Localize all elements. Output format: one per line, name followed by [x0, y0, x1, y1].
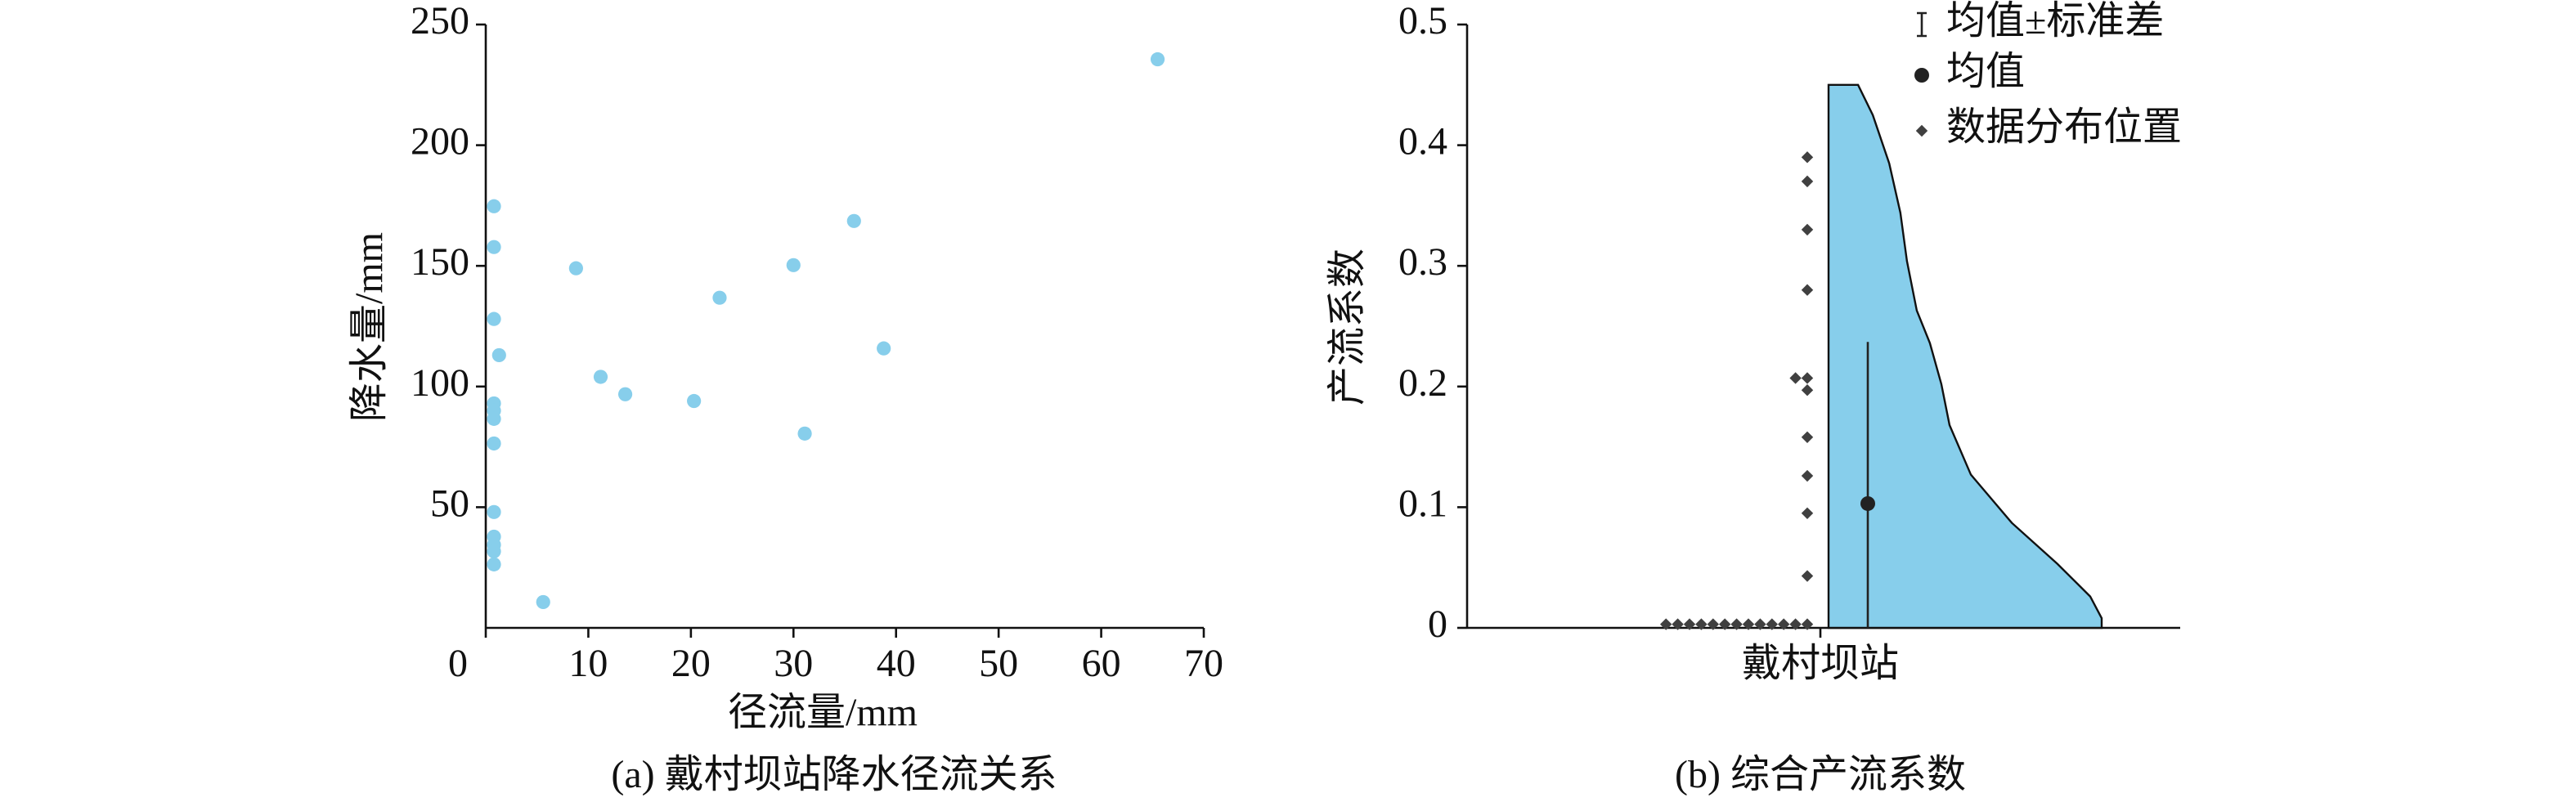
point: [491, 347, 506, 363]
data-point: [1672, 618, 1684, 630]
point: [797, 426, 812, 441]
point: [712, 290, 727, 305]
data-point: [1789, 372, 1802, 384]
point: [846, 213, 861, 228]
y-tick-label: 0: [1428, 603, 1447, 646]
data-point: [1707, 618, 1719, 630]
data-point: [1789, 618, 1802, 630]
y-tick-label: 100: [411, 361, 469, 405]
data-point: [1801, 618, 1814, 630]
data-point: [1801, 223, 1814, 236]
legend-label: 数据分布位置: [1946, 105, 2182, 149]
data-point: [1801, 175, 1814, 188]
x-tick-label: 戴村坝站: [1742, 642, 1899, 685]
point: [786, 258, 801, 272]
x-tick-label: 30: [774, 642, 813, 685]
data-point: [1801, 284, 1814, 296]
x-tick-label: 70: [1184, 642, 1223, 685]
point: [687, 393, 702, 409]
point: [536, 594, 550, 610]
data-point: [1742, 618, 1755, 630]
point: [487, 199, 501, 213]
point: [487, 504, 501, 519]
data-point: [1801, 507, 1814, 519]
data-point: [1801, 570, 1814, 582]
point: [487, 311, 501, 326]
y-tick-label: 250: [411, 0, 469, 43]
y-tick-label: 50: [430, 482, 469, 525]
point: [877, 341, 891, 356]
data-point: [1801, 372, 1814, 384]
point: [487, 557, 501, 571]
point: [593, 370, 608, 384]
data-point: [1801, 469, 1814, 482]
point: [568, 261, 583, 276]
y-axis-title: 降水量/mm: [348, 232, 391, 422]
point: [487, 436, 501, 451]
point: [487, 411, 501, 426]
data-point: [1778, 618, 1790, 630]
x-tick-label: 0: [448, 642, 468, 685]
x-tick-label: 20: [671, 642, 711, 685]
data-point: [1801, 384, 1814, 397]
x-tick-label: 50: [979, 642, 1018, 685]
y-tick-label: 0.2: [1398, 361, 1447, 405]
caption: (a) 戴村坝站降水径流关系: [611, 753, 1057, 796]
point: [487, 240, 501, 254]
caption: (b) 综合产流系数: [1675, 753, 1966, 796]
legend-label: 均值±标准差: [1946, 0, 2164, 43]
y-tick-label: 0.5: [1398, 0, 1447, 43]
x-tick-label: 60: [1082, 642, 1121, 685]
point: [617, 387, 633, 401]
y-tick-label: 200: [411, 120, 469, 164]
y-axis-title: 产流系数: [1326, 249, 1369, 406]
violin: [1827, 83, 2103, 630]
legend-icon: [1914, 68, 1929, 83]
mean-point: [1860, 495, 1875, 511]
data-point: [1801, 431, 1814, 443]
data-point: [1719, 618, 1731, 630]
legend-label: 均值: [1946, 50, 2025, 93]
data-point: [1730, 618, 1743, 630]
data-point: [1695, 618, 1708, 630]
legend-icon: [1915, 124, 1928, 137]
data-point: [1660, 618, 1672, 630]
data-point: [1683, 618, 1696, 630]
data-point: [1801, 151, 1814, 164]
x-tick-label: 10: [568, 642, 608, 685]
x-tick-label: 40: [877, 642, 916, 685]
y-tick-label: 150: [411, 240, 469, 284]
x-axis-title: 径流量/mm: [728, 691, 918, 734]
y-tick-label: 0.1: [1398, 482, 1447, 525]
data-point: [1754, 618, 1766, 630]
legend-icon: [1917, 11, 1927, 38]
data-point: [1766, 618, 1778, 630]
y-tick-label: 0.3: [1398, 240, 1447, 284]
point: [1150, 52, 1165, 67]
point: [487, 544, 501, 559]
y-tick-label: 0.4: [1398, 120, 1447, 164]
